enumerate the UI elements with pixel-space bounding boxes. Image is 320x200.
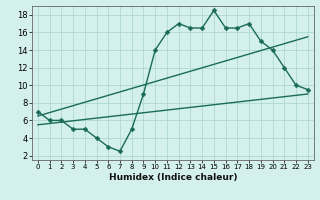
- X-axis label: Humidex (Indice chaleur): Humidex (Indice chaleur): [108, 173, 237, 182]
